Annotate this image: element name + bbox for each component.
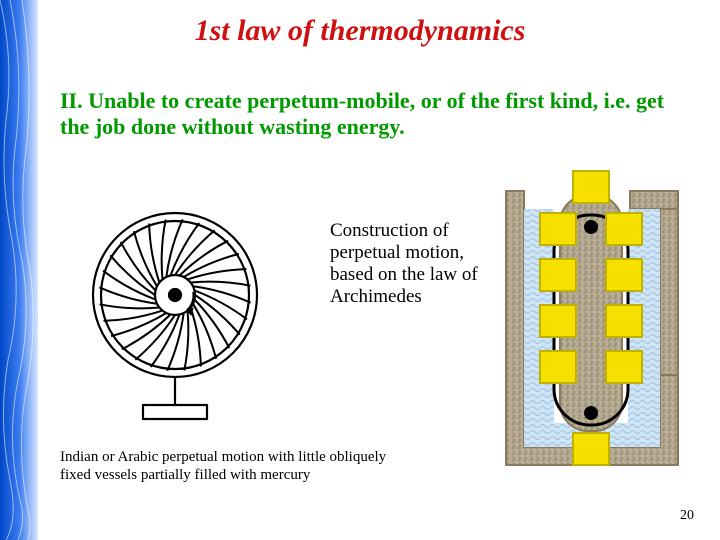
archimedes-diagram (500, 165, 685, 485)
subtitle-text: II. Unable to create perpetum-mobile, or… (60, 88, 664, 139)
page-number: 20 (680, 508, 694, 524)
title-text: 1st law of thermodynamics (195, 14, 526, 47)
page-title: 1st law of thermodynamics (0, 14, 720, 48)
subtitle: II. Unable to create perpetum-mobile, or… (60, 88, 670, 140)
side-stripe (0, 0, 38, 540)
wheel-caption: Indian or Arabic perpetual motion with l… (60, 448, 400, 484)
wheel-caption-text: Indian or Arabic perpetual motion with l… (60, 449, 386, 483)
wheel-diagram (75, 200, 275, 425)
archimedes-label: Construction of perpetual motion, based … (330, 220, 490, 308)
archimedes-label-text: Construction of perpetual motion, based … (330, 220, 478, 307)
